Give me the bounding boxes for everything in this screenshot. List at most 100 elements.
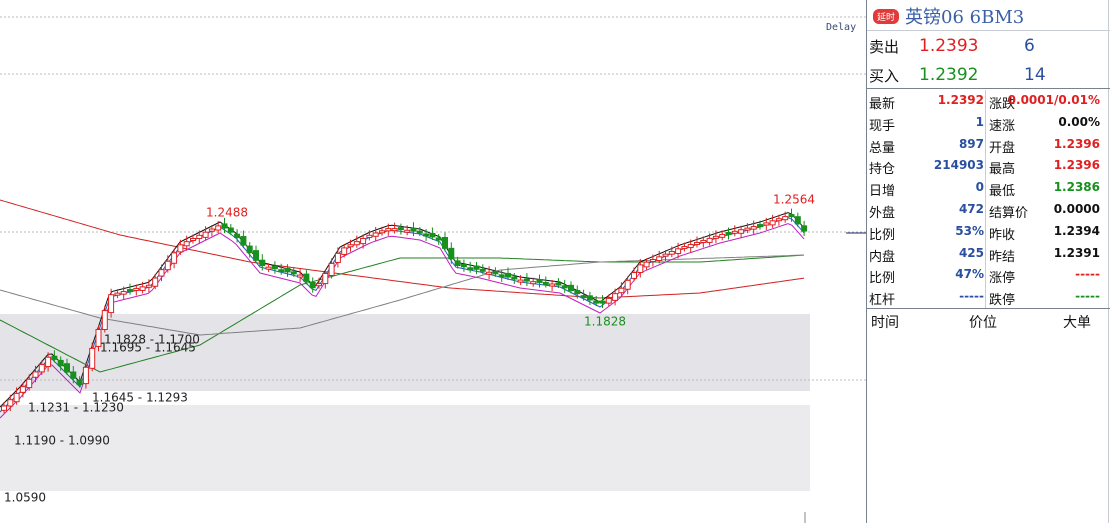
candle — [492, 270, 499, 275]
stat-row: 杠杆 ----- 跌停 ----- — [867, 286, 1110, 308]
stat-label: 总量 — [869, 140, 896, 156]
candle — [700, 239, 707, 243]
stat-label: 结算价 — [989, 206, 1029, 221]
candle — [26, 378, 33, 389]
candle — [794, 216, 801, 225]
candle — [467, 267, 474, 271]
stat-label: 涨跌 — [989, 97, 1016, 112]
candle — [681, 246, 688, 250]
stat-value: 1.2392 — [937, 93, 984, 107]
candle — [549, 283, 556, 287]
candle — [19, 386, 26, 393]
stat-label: 外盘 — [869, 206, 896, 221]
candle — [631, 272, 637, 279]
candle — [731, 230, 738, 234]
candle — [13, 392, 20, 403]
candle — [706, 237, 713, 243]
candle — [309, 281, 316, 289]
high-label: 1.2488 — [206, 206, 248, 220]
candle — [290, 271, 297, 275]
candle — [271, 265, 278, 270]
divider — [867, 308, 1110, 309]
candle — [32, 371, 39, 378]
stat-value: 472 — [958, 202, 984, 216]
stat-value: 1 — [975, 114, 984, 129]
candle — [164, 260, 171, 271]
candle — [404, 229, 411, 233]
stat-label: 内盘 — [869, 249, 896, 265]
candle — [612, 293, 619, 301]
stat-row: 现手 1 速涨 0.00% — [867, 112, 1110, 134]
candle — [145, 284, 152, 288]
stat-row: 内盘 425 昨结 1.2391 — [867, 243, 1110, 265]
candle — [183, 241, 190, 247]
candle — [517, 279, 524, 283]
candle — [316, 283, 322, 287]
stat-value: 897 — [958, 136, 984, 151]
quote-volume: 14 — [1024, 65, 1046, 85]
delay-badge: 延时 — [873, 8, 900, 24]
table-header: 大单 — [1063, 315, 1091, 331]
stat-value: 1.2394 — [1053, 223, 1100, 238]
candle — [334, 252, 341, 263]
moving-average — [0, 199, 805, 299]
candle — [505, 272, 511, 278]
candle — [750, 226, 757, 230]
zone-label: 1.1695 - 1.1645 — [100, 341, 196, 355]
candle — [574, 290, 581, 295]
candle — [234, 233, 241, 239]
candle — [536, 279, 543, 283]
divider — [985, 90, 986, 308]
candle — [171, 252, 178, 264]
quote-row: 买入 1.2392 14 — [867, 61, 1110, 89]
candle — [51, 355, 58, 360]
candle — [190, 238, 196, 241]
candle — [555, 282, 562, 286]
stat-row: 比例 47% 涨停 ----- — [867, 264, 1110, 286]
candle — [397, 227, 404, 231]
candle — [719, 233, 726, 238]
candle — [593, 300, 600, 304]
candle — [605, 297, 612, 304]
candle — [341, 247, 348, 255]
moving-average — [0, 223, 805, 419]
stat-value: ----- — [1075, 289, 1100, 304]
zone-label: 1.1231 - 1.1230 — [28, 401, 124, 415]
candle — [82, 366, 89, 385]
candle — [57, 359, 64, 367]
quote-label: 卖出 — [869, 38, 900, 56]
chart: Delay 1.2564 1.2488 1.1828 1.1828 - 1.17… — [0, 16, 866, 523]
stat-label: 最高 — [989, 162, 1016, 178]
candle — [738, 229, 745, 234]
candle — [479, 268, 486, 272]
stat-label: 最低 — [989, 184, 1016, 200]
candle — [152, 277, 159, 287]
candle — [637, 264, 644, 273]
stat-label: 杠杆 — [869, 293, 896, 309]
candle — [423, 233, 430, 237]
stat-value: 0.0000 — [1053, 202, 1100, 216]
candle — [442, 236, 448, 249]
candle — [429, 232, 436, 238]
contract-title: 英镑06 6BM3 — [905, 7, 1025, 28]
divider — [867, 88, 1110, 89]
candle — [366, 234, 373, 238]
candle — [580, 295, 587, 299]
candle — [177, 244, 184, 253]
stat-row: 日增 0 最低 1.2386 — [867, 177, 1110, 199]
candle — [775, 218, 782, 222]
candle — [347, 244, 354, 248]
candle — [460, 264, 467, 268]
quote-price: 1.2393 — [919, 36, 979, 56]
zone-label: 1.1828 - 1.1700 — [104, 333, 200, 347]
candle — [675, 248, 682, 254]
candle — [668, 250, 675, 255]
zone-band — [0, 314, 810, 391]
stat-label: 昨收 — [989, 227, 1016, 243]
candle — [246, 245, 253, 254]
stat-value: 214903 — [933, 158, 984, 173]
candle — [542, 281, 549, 285]
stat-label: 速涨 — [989, 118, 1016, 134]
candle — [486, 271, 493, 275]
